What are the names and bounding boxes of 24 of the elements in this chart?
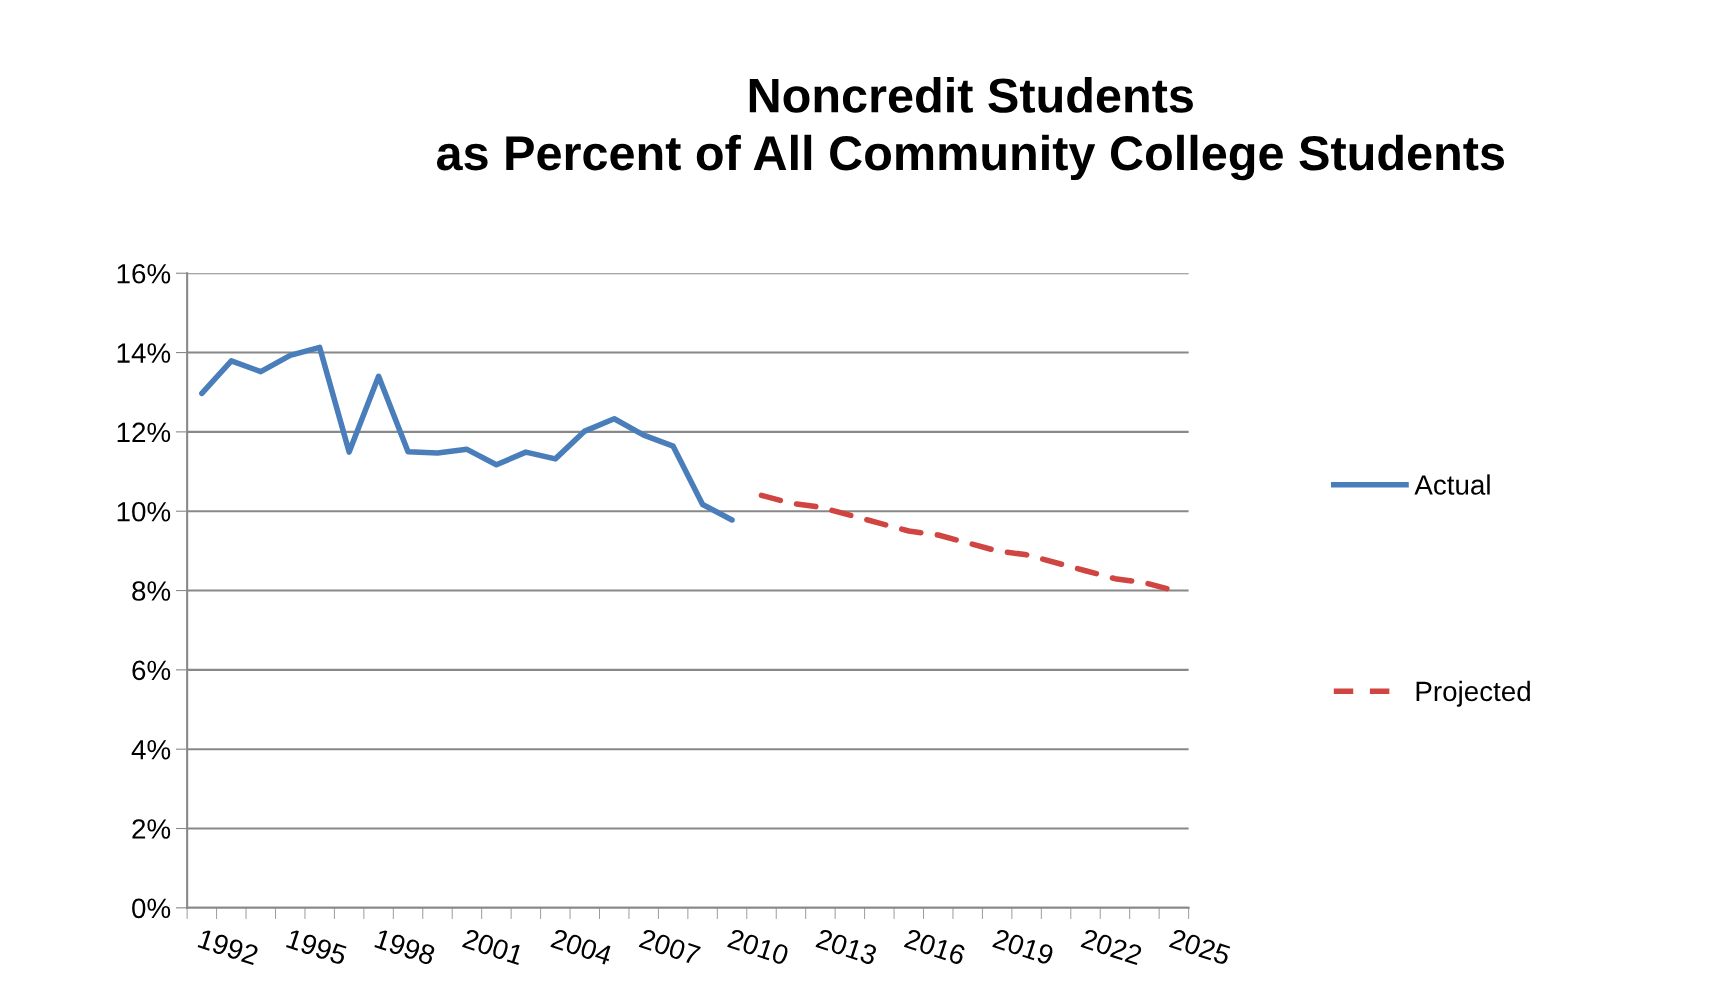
- y-tick-label: 6%: [132, 660, 171, 681]
- x-tick-label: 1995: [285, 928, 348, 966]
- x-tick-label: 2016: [903, 928, 967, 966]
- y-tick-label: 14%: [117, 343, 171, 363]
- y-tick-label: 0%: [132, 898, 171, 919]
- y-tick-label: 10%: [117, 501, 171, 522]
- x-tick-label: 2022: [1080, 928, 1143, 966]
- x-tick-label: 2013: [815, 928, 878, 966]
- y-tick-label: 16%: [117, 263, 171, 284]
- y-tick-label: 12%: [117, 422, 171, 443]
- x-tick-label: 2004: [550, 928, 614, 966]
- x-tick-label: 2001: [461, 928, 525, 966]
- x-tick-label: 2010: [727, 928, 790, 966]
- legend-label: Projected: [1416, 680, 1530, 707]
- x-tick-label: 1998: [374, 928, 436, 966]
- x-tick-label: 2019: [992, 928, 1055, 966]
- x-tick-label: 1992: [197, 928, 260, 966]
- chart-title: Noncredit Students as Percent of All Community College Students: [436, 77, 1504, 181]
- x-tick-label: 2007: [638, 928, 701, 966]
- legend-label: Actual: [1414, 474, 1490, 495]
- y-tick-label: 4%: [131, 739, 171, 760]
- y-tick-label: 2%: [132, 819, 171, 839]
- x-tick-label: 2025: [1168, 928, 1232, 966]
- y-tick-label: 8%: [132, 581, 171, 601]
